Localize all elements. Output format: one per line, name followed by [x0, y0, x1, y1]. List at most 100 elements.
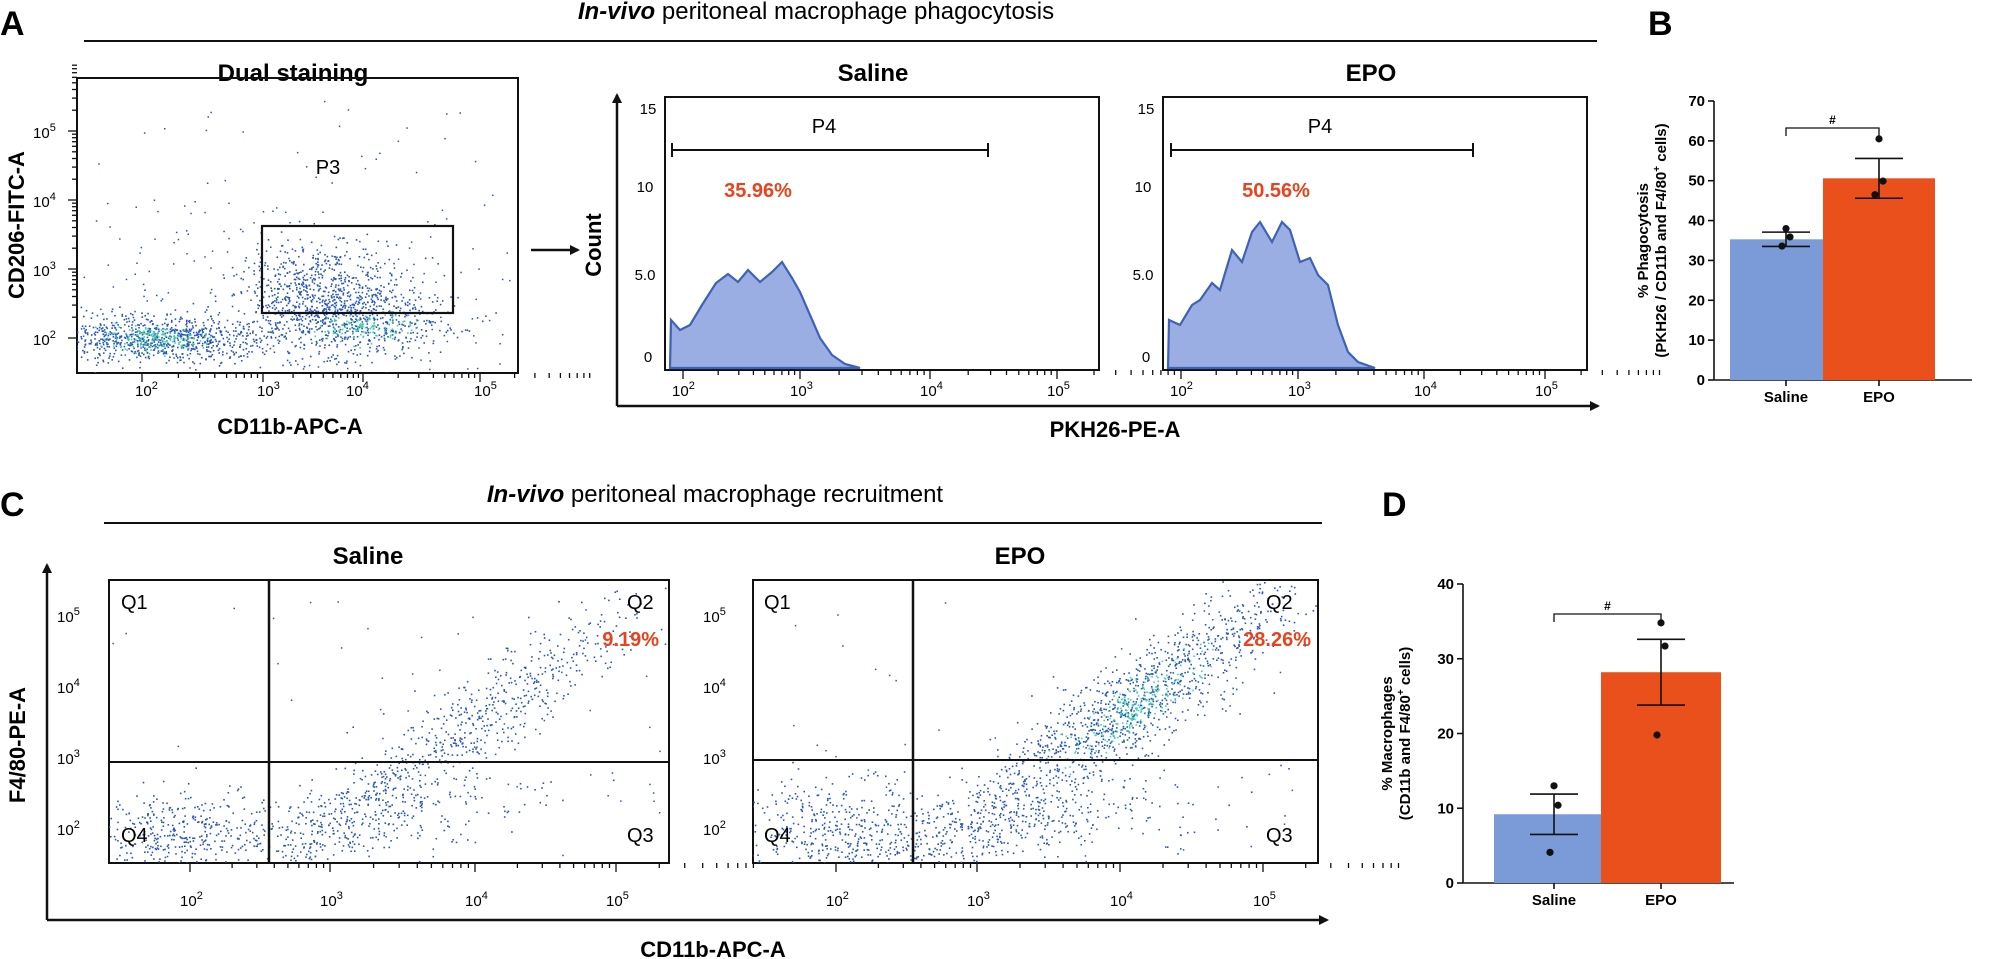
event-dot — [204, 802, 207, 805]
event-dot-dense — [164, 355, 166, 357]
event-dot — [408, 325, 410, 328]
event-dot — [533, 694, 536, 697]
event-dot — [266, 316, 269, 318]
event-dot — [322, 864, 324, 866]
event-dot — [325, 287, 328, 289]
event-dot-dense — [401, 330, 403, 332]
event-dot — [341, 340, 344, 342]
event-dot — [162, 821, 165, 824]
event-dot — [171, 809, 173, 811]
event-dot — [187, 233, 189, 235]
event-dot — [367, 790, 370, 793]
event-dot — [1069, 714, 1072, 717]
event-dot — [361, 321, 364, 323]
event-dot — [298, 272, 300, 274]
event-dot — [333, 235, 336, 238]
event-dot — [524, 667, 527, 669]
event-dot — [58, 339, 60, 341]
event-dot — [338, 868, 340, 870]
event-dot — [1191, 636, 1194, 638]
event-dot — [174, 846, 177, 848]
event-dot-dense — [336, 333, 338, 335]
event-dot — [359, 777, 362, 780]
event-dot — [1064, 722, 1067, 724]
event-dot — [1113, 748, 1116, 750]
event-dot — [148, 270, 150, 273]
event-dot — [1063, 744, 1066, 747]
event-dot — [1116, 669, 1118, 671]
event-dot — [195, 324, 197, 327]
dual-staining-plot: Dual staining P3 102 103 104 105 102 103… — [4, 60, 591, 439]
event-dot — [392, 772, 394, 774]
event-dot — [339, 237, 341, 239]
event-dot — [399, 331, 401, 334]
event-dot-dense — [135, 352, 137, 355]
event-dot — [1340, 561, 1342, 563]
event-dot — [270, 337, 273, 339]
event-dot — [419, 834, 421, 837]
event-dot — [495, 682, 498, 685]
event-dot — [323, 318, 326, 320]
event-dot — [1196, 653, 1199, 655]
event-dot-dense — [138, 330, 141, 332]
event-dot — [110, 817, 112, 820]
event-dot — [376, 288, 378, 290]
event-dot — [245, 338, 247, 340]
event-dot — [100, 308, 102, 311]
event-dot — [1059, 750, 1062, 752]
event-dot — [222, 889, 224, 891]
event-dot — [1017, 815, 1020, 818]
event-dot — [115, 329, 118, 331]
event-dot — [69, 334, 71, 336]
event-dot — [1031, 695, 1033, 697]
event-dot — [1044, 725, 1047, 727]
event-dot-dense — [161, 333, 163, 336]
event-dot-dense — [369, 331, 371, 334]
event-dot — [325, 316, 327, 319]
event-dot — [444, 693, 446, 696]
event-dot — [1127, 730, 1129, 732]
event-dot — [261, 801, 263, 804]
event-dot — [288, 285, 290, 288]
event-dot — [581, 673, 583, 676]
event-dot — [527, 702, 530, 704]
event-dot — [211, 335, 214, 338]
event-dot — [171, 811, 174, 814]
event-dot — [136, 350, 139, 353]
event-dot — [579, 630, 581, 632]
event-dot — [396, 284, 398, 286]
event-dot — [346, 816, 349, 818]
event-dot — [330, 341, 333, 343]
event-dot — [1077, 783, 1080, 786]
event-dot — [234, 852, 237, 854]
event-dot — [267, 268, 269, 270]
event-dot — [394, 775, 397, 777]
event-dot — [420, 359, 422, 361]
event-dot — [380, 290, 382, 293]
event-dot-dense — [201, 333, 204, 335]
event-dot — [116, 828, 119, 831]
event-dot — [166, 314, 168, 316]
event-dot — [29, 358, 31, 360]
event-dot — [161, 323, 164, 326]
event-dot — [359, 364, 362, 367]
event-dot — [298, 303, 301, 305]
event-dot — [189, 367, 191, 369]
event-dot — [124, 324, 126, 326]
event-dot — [286, 309, 289, 312]
event-dot — [1045, 762, 1047, 764]
event-dot — [557, 645, 559, 647]
event-dot — [100, 338, 102, 341]
event-dot — [1018, 770, 1020, 772]
event-dot — [603, 620, 606, 623]
event-dot — [347, 109, 350, 111]
event-dot — [570, 685, 572, 687]
event-dot — [257, 242, 259, 245]
event-dot — [1219, 614, 1222, 617]
event-dot — [311, 281, 314, 283]
event-dot — [391, 769, 394, 771]
event-dot — [1119, 716, 1122, 718]
event-dot — [552, 657, 554, 660]
event-dot — [324, 259, 327, 261]
event-dot — [302, 281, 304, 284]
